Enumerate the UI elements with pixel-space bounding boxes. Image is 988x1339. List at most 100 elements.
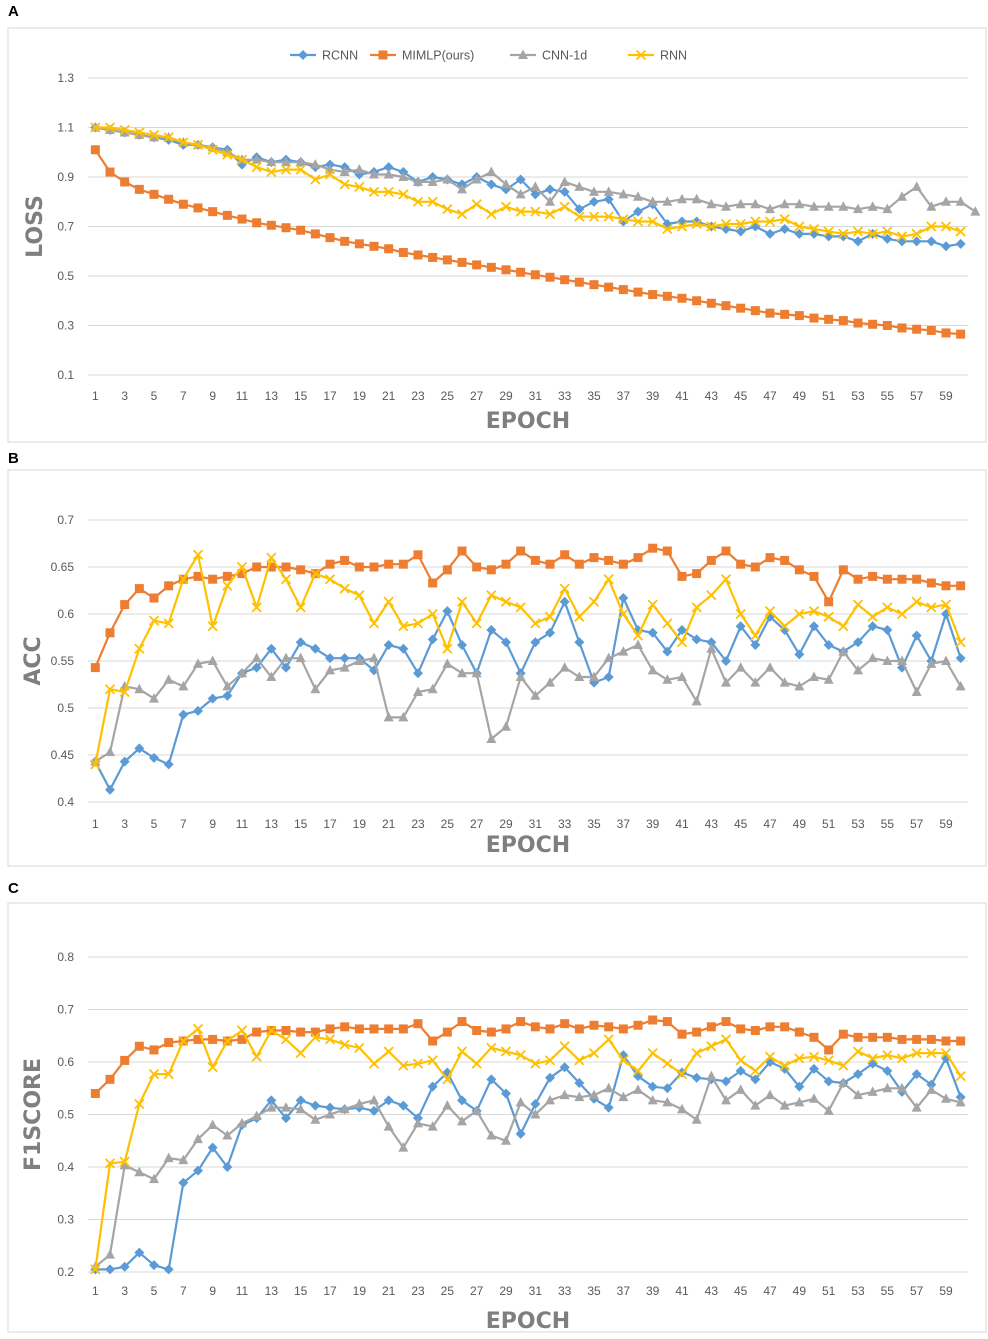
chart-b-point-rnn bbox=[838, 621, 849, 632]
chart-b-point-mimlp-ours bbox=[252, 562, 262, 572]
chart-b-point-cnn-1d bbox=[677, 671, 687, 681]
chart-b-x-tick-label: 17 bbox=[323, 817, 337, 831]
chart-b-point-rnn bbox=[368, 618, 380, 629]
chart-b-x-tick-label: 47 bbox=[763, 817, 777, 831]
chart-c-point-rnn bbox=[896, 1053, 908, 1064]
chart-a-point-cnn-1d bbox=[794, 198, 805, 209]
chart-a-point-mimlp-ours bbox=[838, 316, 848, 326]
chart-c-point-rcnn bbox=[823, 1076, 834, 1087]
chart-b-point-cnn-1d bbox=[853, 664, 863, 675]
chart-c-point-cnn-1d bbox=[266, 1102, 277, 1112]
chart-a-point-mimlp-ours bbox=[692, 296, 702, 306]
chart-a-point-cnn-1d bbox=[457, 183, 467, 194]
chart-b-point-rnn bbox=[911, 596, 922, 607]
chart-a-point-rcnn bbox=[794, 228, 805, 239]
chart-c-point-rcnn bbox=[119, 1261, 130, 1272]
chart-a-point-rnn bbox=[486, 208, 497, 220]
chart-a-point-mimlp-ours bbox=[90, 145, 100, 155]
chart-b-point-rcnn bbox=[911, 630, 922, 641]
chart-c-point-rcnn bbox=[383, 1095, 394, 1106]
chart-c-point-cnn-1d bbox=[559, 1089, 570, 1100]
chart-a-point-cnn-1d bbox=[281, 156, 291, 167]
chart-a-x-tick-label: 5 bbox=[151, 389, 158, 403]
chart-b-x-tick-label: 43 bbox=[705, 817, 719, 831]
chart-b-point-mimlp-ours bbox=[428, 578, 438, 588]
chart-b-x-tick-label: 33 bbox=[558, 817, 572, 831]
chart-c-point-cnn-1d bbox=[149, 1173, 159, 1184]
chart-c-point-mimlp-ours bbox=[369, 1024, 379, 1034]
chart-c-x-tick-label: 15 bbox=[294, 1284, 308, 1298]
chart-b-point-rcnn bbox=[501, 637, 511, 648]
chart-c-point-mimlp-ours bbox=[90, 1089, 100, 1098]
chart-c-point-mimlp-ours bbox=[794, 1027, 804, 1037]
chart-c-x-tick-label: 7 bbox=[180, 1284, 187, 1298]
chart-b-point-rcnn bbox=[310, 643, 321, 654]
chart-a-line-rnn bbox=[95, 126, 962, 238]
chart-a-point-rnn bbox=[148, 129, 160, 141]
chart-b-point-rnn bbox=[310, 568, 321, 579]
chart-a-point-rnn bbox=[412, 196, 424, 207]
chart-b-point-rnn bbox=[251, 602, 262, 613]
chart-c-point-mimlp-ours bbox=[252, 1027, 262, 1037]
chart-a-point-rnn bbox=[940, 221, 952, 232]
chart-c-y-tick-label: 0.6 bbox=[57, 1055, 74, 1069]
chart-b-point-mimlp-ours bbox=[222, 571, 232, 581]
chart-b-y-tick-label: 0.6 bbox=[57, 607, 74, 621]
chart-c-point-mimlp-ours bbox=[193, 1034, 203, 1044]
chart-a-x-tick-label: 13 bbox=[265, 389, 279, 403]
chart-b-point-cnn-1d bbox=[163, 674, 174, 684]
chart-c-y-axis-title: F1SCORE bbox=[21, 1058, 46, 1171]
chart-b-point-cnn-1d bbox=[486, 733, 497, 744]
chart-c-point-rcnn bbox=[105, 1264, 115, 1275]
chart-c-x-tick-label: 35 bbox=[587, 1284, 601, 1298]
chart-a-point-cnn-1d bbox=[589, 186, 599, 196]
chart-a-point-mimlp-ours bbox=[384, 244, 394, 254]
chart-b-point-mimlp-ours bbox=[442, 565, 452, 575]
chart-a-point-cnn-1d bbox=[809, 201, 819, 211]
chart-a-x-tick-label: 15 bbox=[294, 389, 308, 403]
chart-b-point-rcnn bbox=[266, 643, 277, 654]
chart-b-point-rnn bbox=[324, 574, 336, 585]
chart-a-point-rcnn bbox=[882, 233, 893, 244]
chart-a-point-rcnn bbox=[383, 162, 394, 173]
chart-c-point-mimlp-ours bbox=[134, 1041, 144, 1051]
chart-b-point-cnn-1d bbox=[207, 655, 218, 665]
chart-b-point-mimlp-ours bbox=[516, 546, 526, 556]
chart-a-point-rnn bbox=[471, 199, 482, 210]
chart-b-point-cnn-1d bbox=[369, 652, 379, 663]
chart-b-point-mimlp-ours bbox=[956, 581, 966, 591]
chart-a-point-rnn bbox=[764, 216, 776, 227]
chart-a-point-rnn bbox=[544, 208, 556, 220]
chart-b-point-rcnn bbox=[149, 752, 159, 763]
chart-c-point-rnn bbox=[90, 1264, 101, 1275]
chart-c-point-cnn-1d bbox=[398, 1142, 409, 1152]
chart-c-point-mimlp-ours bbox=[809, 1032, 819, 1042]
chart-b-point-rnn bbox=[192, 549, 204, 560]
chart-a-point-mimlp-ours bbox=[530, 270, 540, 280]
chart-a-point-mimlp-ours bbox=[618, 285, 628, 295]
chart-a-point-mimlp-ours bbox=[354, 239, 364, 249]
chart-b-point-rnn bbox=[456, 596, 468, 607]
chart-b-point-mimlp-ours bbox=[926, 578, 936, 588]
chart-b-point-rnn bbox=[236, 561, 248, 573]
chart-b-x-tick-label: 45 bbox=[734, 817, 748, 831]
chart-a-x-tick-label: 23 bbox=[411, 389, 425, 403]
chart-legend: RCNN MIMLP(ours) CNN-1d RNN bbox=[290, 49, 687, 63]
chart-b-point-rnn bbox=[706, 590, 717, 601]
chart-a-point-cnn-1d bbox=[765, 203, 775, 214]
chart-a-point-cnn-1d bbox=[413, 176, 423, 186]
chart-b-point-mimlp-ours bbox=[736, 559, 746, 569]
chart-a-x-tick-label: 9 bbox=[209, 389, 216, 403]
chart-a-point-mimlp-ours bbox=[721, 301, 731, 311]
chart-c-point-mimlp-ours bbox=[501, 1024, 511, 1034]
chart-b-x-tick-label: 21 bbox=[382, 817, 396, 831]
chart-a-x-tick-label: 25 bbox=[441, 389, 455, 403]
chart-b-point-cnn-1d bbox=[193, 658, 203, 668]
chart-b-point-cnn-1d bbox=[325, 664, 335, 675]
chart-c-point-mimlp-ours bbox=[457, 1017, 467, 1027]
chart-a-point-cnn-1d bbox=[295, 156, 306, 167]
chart-b-point-rnn bbox=[383, 596, 394, 607]
chart-b-point-mimlp-ours bbox=[853, 574, 863, 584]
chart-b-point-mimlp-ours bbox=[765, 553, 775, 563]
chart-b-x-tick-label: 25 bbox=[441, 817, 455, 831]
